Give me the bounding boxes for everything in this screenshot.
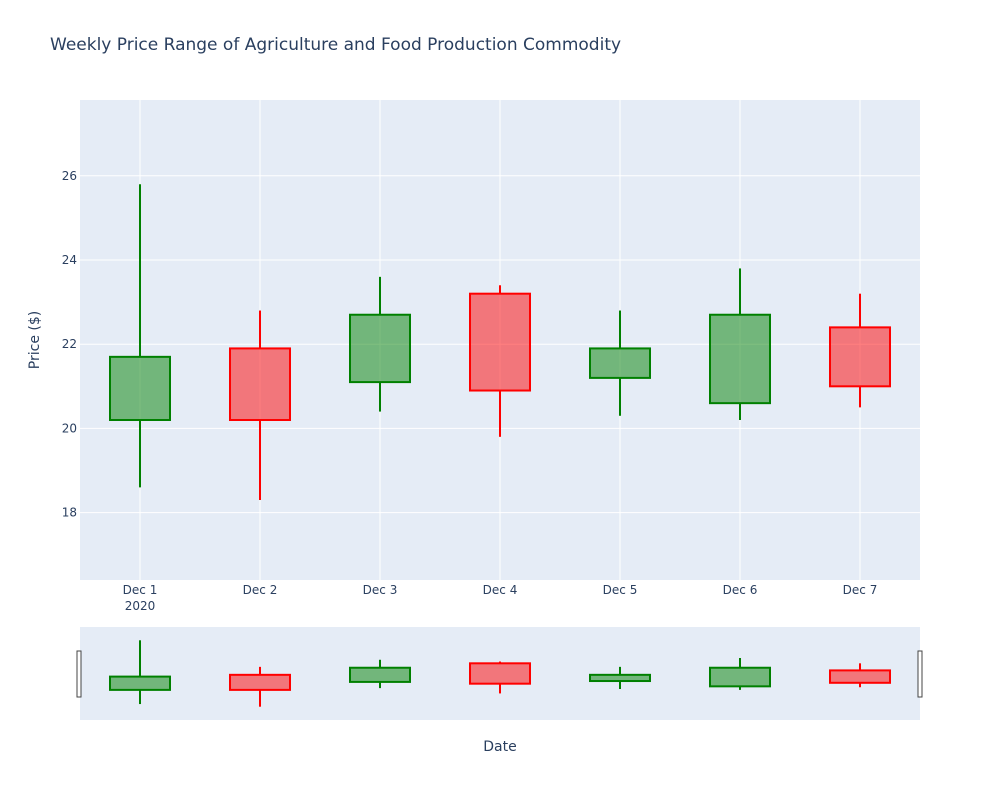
y-axis-ticks: 18 20 22 24 26 xyxy=(62,169,77,520)
candle-dec-4[interactable] xyxy=(469,285,531,437)
chart-title: Weekly Price Range of Agriculture and Fo… xyxy=(50,35,621,55)
mini-candle-body xyxy=(829,669,891,684)
x-tick-label: Dec 5 xyxy=(603,583,638,597)
range-slider-left-handle[interactable] xyxy=(76,650,82,698)
mini-candle xyxy=(709,658,771,690)
y-tick-label: 22 xyxy=(62,337,77,351)
candle-dec-1[interactable] xyxy=(109,184,171,488)
candle-body xyxy=(349,313,411,384)
range-slider-right-handle[interactable] xyxy=(917,650,923,698)
mini-candle-body xyxy=(229,673,291,691)
y-tick-label: 18 xyxy=(62,506,77,520)
candle-dec-6[interactable] xyxy=(709,268,771,420)
mini-candle xyxy=(469,661,531,694)
x-axis-label: Date xyxy=(483,739,516,755)
x-tick-label: Dec 7 xyxy=(843,583,878,597)
mini-candle xyxy=(109,640,171,705)
mini-candle xyxy=(349,659,411,689)
mini-candle-body xyxy=(349,666,411,683)
y-tick-label: 26 xyxy=(62,169,77,183)
candle-body xyxy=(589,347,651,379)
x-tick-label: Dec 6 xyxy=(723,583,758,597)
candle-body xyxy=(709,313,771,405)
mini-candle xyxy=(829,663,891,688)
mini-candle-body xyxy=(589,673,651,683)
x-tick-label: Dec 3 xyxy=(363,583,398,597)
y-axis-label: Price ($) xyxy=(27,311,43,369)
x-tick-label: Dec 1 xyxy=(123,583,158,597)
mini-candle-body xyxy=(109,675,171,691)
candle-body xyxy=(829,326,891,388)
candle-dec-5[interactable] xyxy=(589,310,651,416)
x-axis-ticks: Dec 1 Dec 2 Dec 3 Dec 4 Dec 5 Dec 6 Dec 7 xyxy=(123,583,878,597)
mini-candle-body xyxy=(709,666,771,688)
range-slider-candles xyxy=(109,640,891,707)
candle-body xyxy=(469,292,531,392)
candles[interactable] xyxy=(109,184,891,500)
mini-candle-body xyxy=(469,662,531,685)
candle-dec-2[interactable] xyxy=(229,310,291,500)
candle-body xyxy=(109,355,171,421)
x-tick-label: Dec 2 xyxy=(243,583,278,597)
x-axis-year-label: 2020 xyxy=(125,599,156,613)
candle-dec-3[interactable] xyxy=(349,276,411,412)
candle-body xyxy=(229,347,291,421)
candle-dec-7[interactable] xyxy=(829,293,891,408)
mini-candle xyxy=(589,666,651,689)
y-tick-label: 20 xyxy=(62,421,77,435)
mini-candle xyxy=(229,666,291,707)
x-tick-label: Dec 4 xyxy=(483,583,518,597)
y-tick-label: 24 xyxy=(62,253,77,267)
